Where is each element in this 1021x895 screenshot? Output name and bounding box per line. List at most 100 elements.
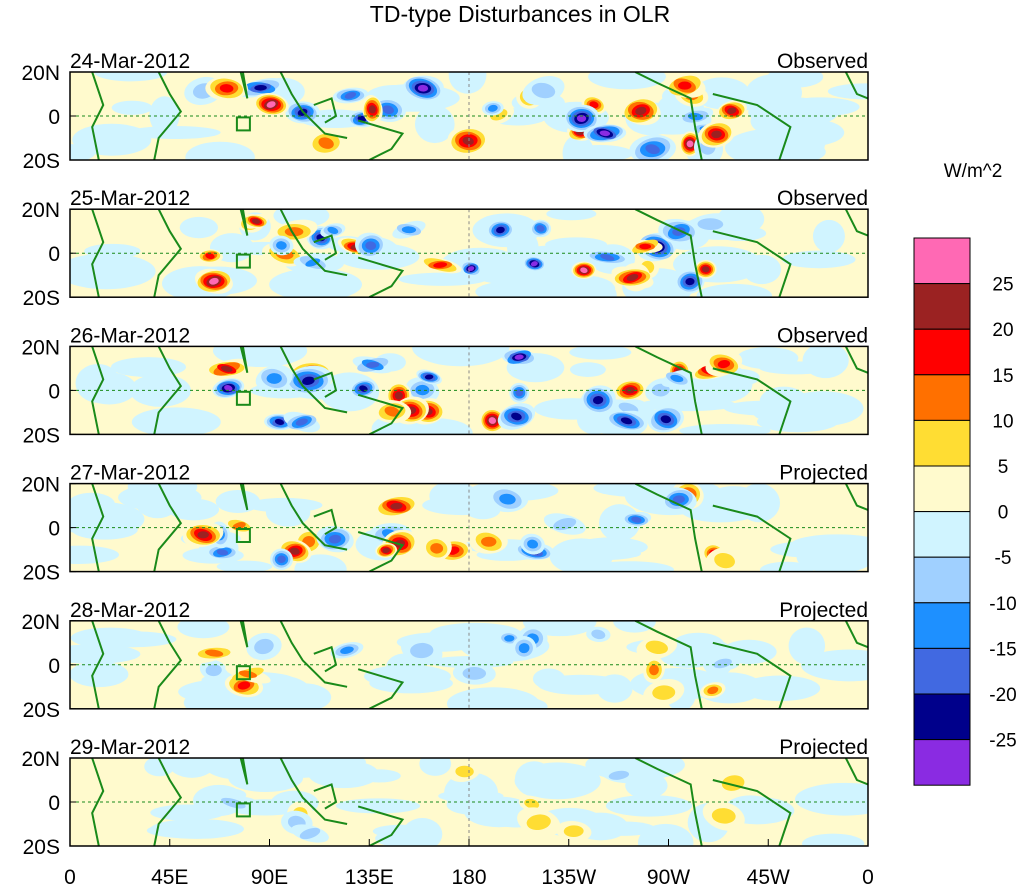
olr-anomaly-contour bbox=[701, 266, 710, 273]
coastline bbox=[91, 758, 105, 846]
olr-anomaly-contour bbox=[711, 808, 736, 824]
x-tick-label: 90E bbox=[251, 866, 288, 889]
olr-anomaly-contour bbox=[414, 105, 455, 144]
olr-anomaly-contour bbox=[364, 664, 451, 688]
olr-anomaly-contour bbox=[462, 666, 487, 680]
olr-anomaly-contour bbox=[274, 418, 285, 425]
olr-anomaly-contour bbox=[584, 561, 675, 572]
olr-anomaly-contour bbox=[412, 346, 510, 367]
olr-anomaly-contour bbox=[697, 218, 724, 231]
olr-anomaly-contour bbox=[248, 685, 329, 709]
olr-anomaly-contour bbox=[205, 649, 224, 657]
olr-anomaly-contour bbox=[382, 547, 390, 554]
olr-anomaly-contour bbox=[589, 101, 599, 109]
map-panel: 20N 0 20S 27-Mar-2012 Projected bbox=[21, 462, 869, 585]
x-tick-label: 135E bbox=[345, 866, 394, 889]
coastline bbox=[91, 209, 105, 298]
olr-anomaly-contour bbox=[410, 642, 434, 659]
olr-anomaly-contour bbox=[532, 668, 566, 689]
olr-anomaly-contour bbox=[265, 498, 311, 527]
coastline bbox=[844, 72, 868, 100]
panel-kind: Observed bbox=[777, 324, 868, 347]
olr-anomaly-contour bbox=[220, 365, 233, 372]
colorbar-label: -5 bbox=[995, 548, 1012, 569]
olr-anomaly-contour bbox=[340, 646, 354, 654]
olr-anomaly-contour bbox=[639, 243, 652, 250]
olr-anomaly-contour bbox=[305, 258, 321, 267]
y-tick-label: 0 bbox=[48, 518, 60, 541]
olr-anomaly-contour bbox=[481, 536, 497, 547]
olr-anomaly-contour bbox=[185, 141, 255, 160]
olr-anomaly-contour bbox=[424, 374, 434, 380]
olr-anomaly-contour bbox=[687, 112, 703, 121]
y-tick-label: 20S bbox=[23, 287, 60, 310]
olr-anomaly-contour bbox=[524, 798, 540, 809]
y-tick-label: 20N bbox=[21, 474, 60, 497]
olr-anomaly-contour bbox=[372, 824, 429, 838]
coastline bbox=[239, 209, 249, 236]
coastline bbox=[153, 483, 183, 572]
olr-anomaly-contour bbox=[167, 758, 216, 778]
olr-anomaly-contour bbox=[713, 658, 732, 669]
olr-anomaly-contour bbox=[788, 627, 826, 665]
olr-anomaly-contour bbox=[150, 819, 244, 839]
olr-anomaly-contour bbox=[224, 385, 233, 392]
coastline bbox=[357, 119, 405, 160]
colorbar-label: 10 bbox=[992, 411, 1013, 432]
coastline bbox=[153, 72, 183, 160]
colorbar-label: 25 bbox=[992, 275, 1013, 296]
olr-anomaly-contour bbox=[781, 250, 856, 269]
coastline bbox=[279, 209, 348, 277]
olr-anomaly-contour bbox=[562, 134, 595, 160]
olr-anomaly-contour bbox=[295, 418, 308, 426]
olr-anomaly-contour bbox=[219, 84, 234, 93]
olr-anomaly-contour bbox=[382, 105, 395, 115]
panel-date: 27-Mar-2012 bbox=[70, 462, 190, 485]
olr-anomaly-contour bbox=[679, 423, 771, 435]
olr-anomaly-contour bbox=[302, 376, 315, 386]
olr-anomaly-contour bbox=[390, 502, 403, 510]
olr-anomaly-contour bbox=[149, 96, 180, 134]
olr-anomaly-contour bbox=[514, 354, 524, 360]
colorbar-label: -20 bbox=[989, 685, 1016, 706]
olr-anomaly-contour bbox=[536, 225, 545, 232]
olr-anomaly-contour bbox=[446, 687, 540, 709]
olr-anomaly-contour bbox=[588, 72, 666, 90]
colorbar-label: -10 bbox=[989, 594, 1016, 615]
olr-anomaly-contour bbox=[81, 372, 137, 405]
olr-anomaly-contour bbox=[605, 794, 693, 817]
olr-anomaly-contour bbox=[70, 627, 150, 649]
olr-anomaly-contour bbox=[696, 283, 772, 298]
olr-anomaly-contour bbox=[254, 638, 274, 655]
olr-anomaly-contour bbox=[216, 549, 229, 556]
olr-anomaly-contour bbox=[205, 253, 215, 260]
olr-anomaly-contour bbox=[499, 493, 516, 505]
map-panel: 20N 0 20S 28-Mar-2012 Projected bbox=[21, 599, 869, 722]
olr-anomaly-contour bbox=[631, 516, 642, 523]
olr-anomaly-contour bbox=[569, 362, 606, 377]
panel-kind: Observed bbox=[777, 50, 868, 73]
panel-date: 29-Mar-2012 bbox=[70, 736, 190, 759]
colorbar-swatch bbox=[913, 283, 971, 330]
olr-anomaly-contour bbox=[177, 620, 230, 639]
olr-anomaly-contour bbox=[685, 277, 695, 286]
coastline bbox=[91, 483, 105, 572]
olr-anomaly-contour bbox=[613, 620, 656, 633]
olr-anomaly-contour bbox=[526, 814, 551, 831]
olr-anomaly-contour bbox=[511, 412, 522, 421]
olr-anomaly-contour bbox=[394, 391, 403, 400]
coastline bbox=[279, 346, 348, 414]
coastline bbox=[357, 805, 405, 846]
olr-anomaly-contour bbox=[677, 81, 692, 90]
olr-anomaly-contour bbox=[504, 635, 515, 642]
colorbar-label: -15 bbox=[989, 639, 1016, 660]
y-tick-label: 20S bbox=[23, 424, 60, 447]
coastline bbox=[239, 758, 249, 785]
coastline bbox=[153, 346, 183, 435]
olr-anomaly-contour bbox=[608, 770, 630, 780]
olr-anomaly-contour bbox=[429, 622, 522, 644]
olr-anomaly-contour bbox=[742, 254, 782, 285]
olr-anomaly-contour bbox=[549, 538, 613, 572]
coastline bbox=[634, 483, 703, 572]
x-tick-label: 45E bbox=[151, 866, 188, 889]
